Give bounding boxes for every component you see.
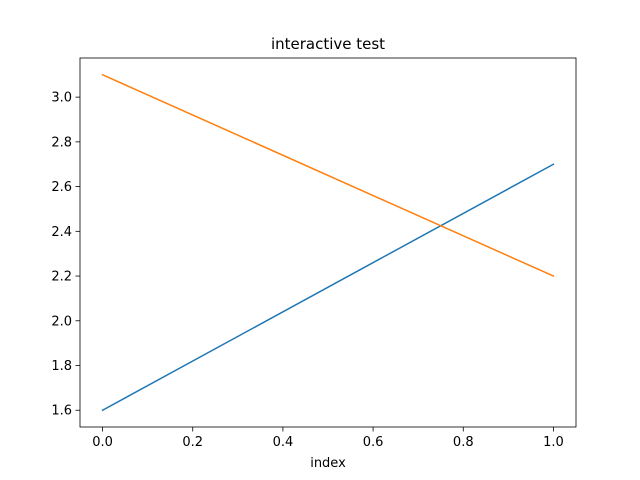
chart-title: interactive test: [271, 35, 385, 53]
y-tick-label: 2.8: [51, 135, 72, 150]
y-tick-label: 1.8: [51, 359, 72, 374]
y-tick-label: 1.6: [51, 404, 72, 419]
y-tick-label: 2.0: [51, 314, 72, 329]
x-tick-label: 0.8: [453, 435, 474, 450]
series-line-2: [101, 73, 555, 278]
y-tick-label: 3.0: [51, 91, 72, 106]
x-tick-label: 0.6: [363, 435, 384, 450]
plot-area: 0.0 0.2 0.4 0.6 0.8 1.0 1.6 1.8 2.0 2.2 2.4 2.6 2.8 3…: [51, 57, 577, 450]
y-tick-label: 2.2: [51, 270, 72, 285]
y-tick-label: 2.6: [51, 180, 72, 195]
x-tick-label: 0.2: [182, 435, 203, 450]
x-tick-label: 0.4: [273, 435, 294, 450]
x-tick-label: 0.0: [92, 435, 113, 450]
y-tick-label: 2.4: [51, 225, 72, 240]
x-axis-label: index: [310, 456, 346, 471]
series-line-1: [101, 163, 555, 412]
x-tick-label: 1.0: [543, 435, 564, 450]
axes-frame: [79, 57, 577, 428]
